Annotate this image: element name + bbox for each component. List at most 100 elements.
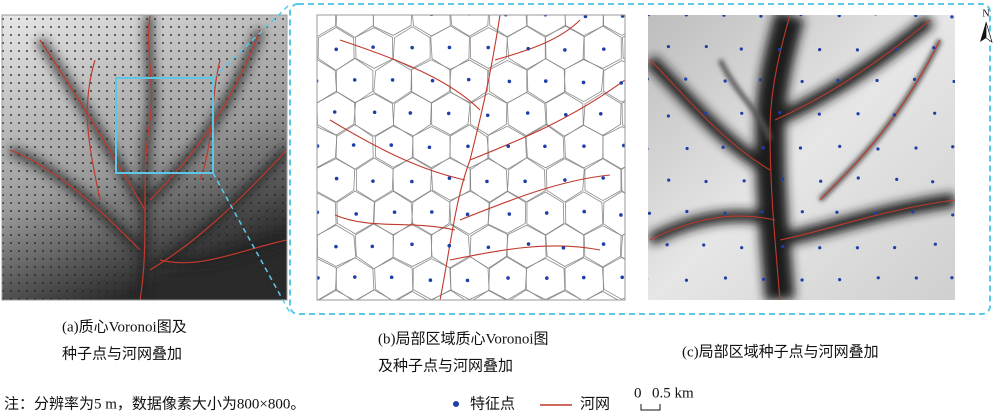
seed-point (972, 177, 975, 180)
seed-point (950, 276, 954, 280)
seed-point (582, 209, 587, 214)
seed-point (465, 212, 470, 217)
seed-point (704, 44, 708, 49)
voronoi-cell (584, 158, 622, 202)
seed-point (874, 15, 877, 16)
seed-point (780, 309, 783, 312)
voronoi-cell (374, 125, 414, 168)
seed-point (601, 47, 606, 51)
seed-point (485, 179, 489, 184)
seed-point (639, 113, 643, 117)
voronoi-cell (335, 15, 374, 38)
voronoi-cell (335, 324, 373, 366)
seed-point (914, 15, 918, 18)
seed-point (317, 276, 320, 280)
seed-point (526, 242, 531, 246)
seed-point (620, 275, 624, 280)
seed-point (486, 45, 491, 50)
seed-point (582, 144, 586, 148)
voronoi-cell (525, 123, 565, 169)
seed-point (739, 47, 743, 51)
voronoi-cell (392, 26, 431, 69)
seed-point (894, 47, 898, 51)
voronoi-cell (563, 58, 604, 103)
seed-point (818, 246, 822, 250)
seed-point (876, 276, 880, 280)
seed-point (892, 113, 897, 117)
voronoi-cell (335, 257, 375, 300)
seed-point (895, 308, 898, 311)
seed-point (951, 345, 954, 348)
seed-point (507, 212, 512, 216)
seed-point (619, 81, 624, 85)
seed-point (932, 46, 936, 50)
seed-point (800, 278, 804, 282)
seed-point (564, 112, 568, 117)
seed-point (525, 111, 530, 115)
seed-point (800, 79, 804, 84)
voronoi-cell (430, 25, 470, 71)
seed-point (427, 145, 432, 150)
seed-point (390, 78, 395, 82)
seed-point (371, 179, 375, 183)
seed-point (676, 309, 680, 313)
seed-point (952, 79, 955, 84)
seed-point (408, 111, 413, 115)
voronoi-cell (604, 323, 641, 367)
panel-b-frame (316, 14, 626, 301)
voronoi-cell (373, 15, 412, 36)
voronoi-cell (603, 15, 625, 36)
voronoi-cell (583, 225, 622, 268)
seed-point (951, 213, 955, 217)
voronoi-cell (641, 325, 678, 368)
voronoi-cell (621, 101, 625, 127)
seed-point (641, 177, 645, 181)
seed-point (761, 277, 766, 281)
seed-point (526, 46, 531, 51)
seed-point (856, 176, 860, 180)
voronoi-cell (620, 166, 625, 194)
seed-point (599, 309, 603, 313)
seed-point (912, 77, 917, 81)
seed-point (429, 15, 434, 17)
seed-point (838, 144, 842, 148)
seed-point (950, 15, 954, 19)
seed-point (702, 243, 706, 247)
seed-point (601, 176, 605, 180)
seed-point (723, 79, 727, 83)
seed-point (702, 309, 705, 312)
seed-point (895, 177, 899, 182)
seed-point (648, 147, 649, 151)
voronoi-cell (622, 35, 625, 60)
seed-point (666, 44, 671, 49)
seed-point (563, 178, 567, 182)
seed-point (370, 244, 375, 249)
zoom-frame (289, 3, 991, 315)
seed-point (430, 78, 435, 83)
voronoi-cell (470, 157, 508, 204)
voronoi-cell (449, 59, 489, 104)
seed-point (583, 15, 588, 19)
seed-point (410, 242, 414, 247)
seed-point (543, 144, 547, 149)
seed-point (704, 179, 708, 184)
seed-point (778, 110, 782, 115)
seed-point (507, 79, 512, 84)
seed-point (372, 110, 377, 115)
seed-point (933, 242, 937, 246)
seed-point (656, 341, 660, 345)
seed-point (466, 144, 470, 149)
voronoi-cell (317, 258, 337, 300)
seed-point (893, 246, 897, 250)
seed-point (648, 211, 652, 215)
seed-point (486, 245, 491, 250)
seed-point (389, 143, 394, 147)
voronoi-cell (620, 233, 625, 260)
scale-bar (640, 404, 661, 411)
panel-a-frame (1, 14, 288, 301)
seed-point (581, 275, 586, 280)
seed-point (410, 179, 414, 184)
seed-point (622, 143, 625, 148)
seed-point (722, 15, 726, 17)
seed-point (667, 178, 671, 182)
